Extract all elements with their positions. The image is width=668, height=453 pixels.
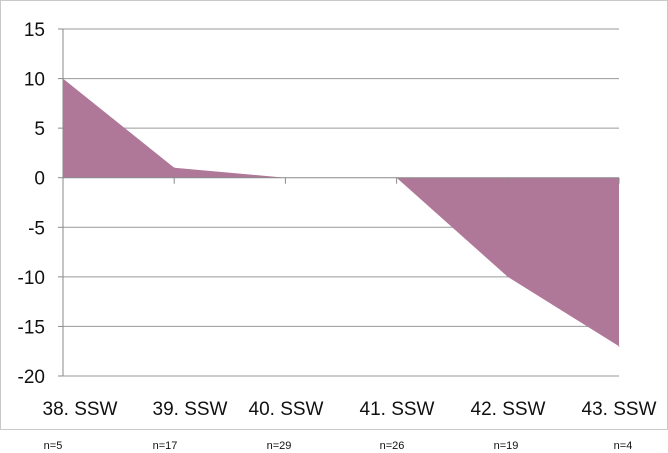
x-tick-label: 42. SSW	[471, 399, 546, 420]
y-tick-label: 0	[34, 169, 45, 190]
data-point	[173, 167, 175, 169]
axis-layer	[58, 28, 620, 377]
y-tick-label: 5	[34, 119, 45, 140]
y-tick-label: 10	[24, 70, 45, 91]
gridlines	[63, 28, 619, 377]
y-tick-labels: 15 10 5 0 -5 -10 -15 -20	[18, 20, 45, 388]
area-layer	[62, 78, 620, 347]
x-tick-label: 38. SSW	[43, 399, 118, 420]
x-tick-label: 40. SSW	[249, 399, 324, 420]
y-tick-label: -10	[18, 268, 45, 289]
sample-size-label: n=26	[380, 440, 405, 452]
x-tick-label: 41. SSW	[360, 399, 435, 420]
sample-size-label: n=29	[267, 440, 292, 452]
area-series	[63, 78, 619, 347]
sample-size-label: n=19	[494, 440, 519, 452]
data-point	[507, 276, 509, 278]
y-tick-label: -20	[18, 367, 45, 388]
y-tick-label: -5	[28, 218, 45, 239]
y-tick-label: -15	[18, 317, 45, 338]
sample-size-label: n=5	[44, 440, 63, 452]
x-tick-label: 39. SSW	[153, 399, 228, 420]
data-point	[618, 345, 620, 347]
x-tick-label: 43. SSW	[582, 399, 657, 420]
sample-size-label: n=4	[614, 440, 633, 452]
x-tick-labels: 38. SSW 39. SSW 40. SSW 41. SSW 42. SSW 43. S…	[43, 399, 657, 420]
y-tick-label: 15	[24, 20, 45, 41]
sample-size-labels: n=5 n=17 n=29 n=26 n=19 n=4	[44, 440, 633, 452]
sample-size-label: n=17	[153, 440, 178, 452]
